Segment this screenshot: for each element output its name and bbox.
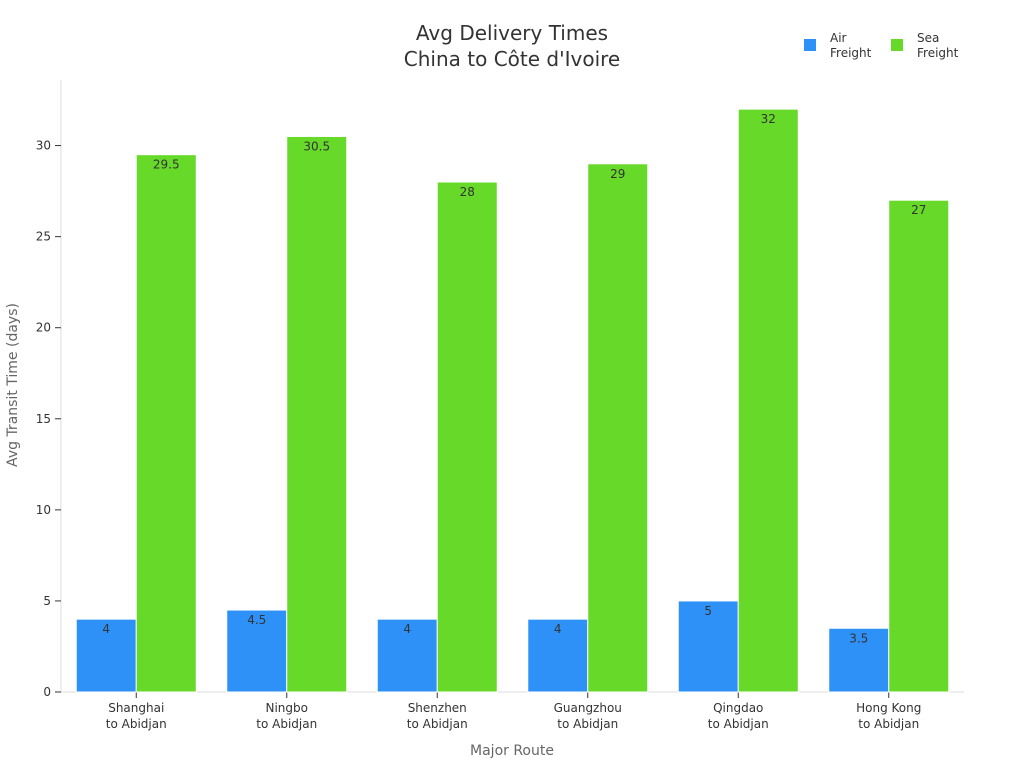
bar-value-label: 4.5 xyxy=(247,613,266,627)
bar xyxy=(527,618,589,693)
bar-value-label: 4 xyxy=(403,622,411,636)
bar-value-label: 32 xyxy=(761,112,776,126)
y-tick-label: 10 xyxy=(36,503,51,517)
x-tick-label: to Abidjan xyxy=(708,717,769,731)
x-axis-title: Major Route xyxy=(470,743,554,759)
bar-value-label: 4 xyxy=(554,622,562,636)
y-tick-label: 0 xyxy=(43,685,51,699)
y-axis: 0 5 10 15 20 25 30 xyxy=(36,80,62,699)
y-tick-label: 5 xyxy=(43,594,51,608)
x-tick-label: to Abidjan xyxy=(256,717,317,731)
bar-value-label: 29 xyxy=(610,167,625,181)
bar xyxy=(828,627,890,693)
x-tick-label: to Abidjan xyxy=(858,717,919,731)
bar xyxy=(677,600,739,693)
bar xyxy=(436,181,498,693)
y-tick-label: 15 xyxy=(36,412,51,426)
x-tick-label: Ningbo xyxy=(266,701,309,715)
y-axis-title: Avg Transit Time (days) xyxy=(5,303,21,467)
bar-value-label: 28 xyxy=(460,185,475,199)
x-tick-label: to Abidjan xyxy=(407,717,468,731)
y-tick-label: 20 xyxy=(36,321,51,335)
y-tick-label: 25 xyxy=(36,230,51,244)
bar-value-label: 30.5 xyxy=(303,139,330,153)
bar-value-label: 4 xyxy=(102,622,110,636)
x-tick-label: Shanghai xyxy=(108,701,164,715)
bar xyxy=(135,154,197,693)
bar-labels: 4 29.5 4.5 30.5 4 28 4 29 5 32 3.5 27 xyxy=(102,112,926,645)
x-axis: Shanghai to Abidjan Ningbo to Abidjan Shenzh… xyxy=(61,691,964,731)
legend-swatch xyxy=(804,39,816,51)
bar xyxy=(587,163,649,693)
bar xyxy=(888,199,950,693)
bar-value-label: 3.5 xyxy=(849,631,868,645)
legend-swatch xyxy=(891,39,903,51)
x-tick-label: to Abidjan xyxy=(106,717,167,731)
bar xyxy=(737,108,799,693)
legend-label: Air xyxy=(830,31,847,45)
bar xyxy=(286,135,348,693)
legend-label: Freight xyxy=(830,46,872,60)
chart-title-line: Avg Delivery Times xyxy=(416,21,608,45)
bar-value-label: 5 xyxy=(704,604,712,618)
y-tick-label: 30 xyxy=(36,139,51,153)
chart-title-line: China to Côte d'Ivoire xyxy=(404,47,620,71)
bar xyxy=(75,618,137,693)
legend-label: Sea xyxy=(917,31,939,45)
x-tick-label: Guangzhou xyxy=(554,701,622,715)
x-tick-label: Shenzhen xyxy=(408,701,467,715)
x-tick-label: Qingdao xyxy=(713,701,763,715)
x-tick-label: Hong Kong xyxy=(856,701,921,715)
x-tick-label: to Abidjan xyxy=(557,717,618,731)
bars xyxy=(75,108,950,693)
legend-label: Freight xyxy=(917,46,959,60)
bar xyxy=(376,618,438,693)
bar-value-label: 29.5 xyxy=(153,158,180,172)
bar-value-label: 27 xyxy=(911,203,926,217)
